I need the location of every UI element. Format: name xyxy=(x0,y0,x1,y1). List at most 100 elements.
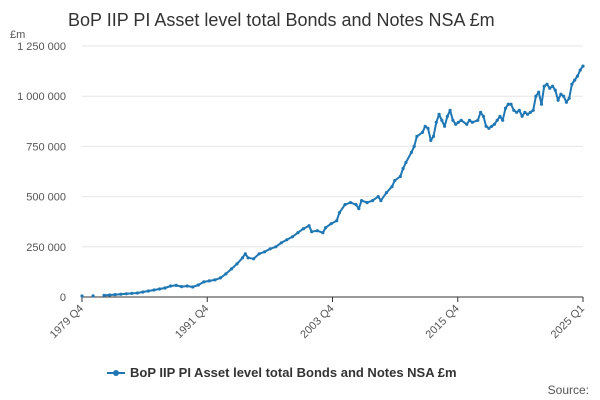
data-point-75[interactable] xyxy=(445,114,449,118)
data-point-85[interactable] xyxy=(479,110,483,114)
data-point-66[interactable] xyxy=(420,130,425,134)
data-point-112[interactable] xyxy=(553,88,557,92)
data-point-74[interactable] xyxy=(443,124,447,128)
data-point-2[interactable] xyxy=(102,293,106,297)
data-point-119[interactable] xyxy=(573,78,577,82)
data-point-117[interactable] xyxy=(567,96,571,100)
data-point-73[interactable] xyxy=(440,118,444,122)
data-point-110[interactable] xyxy=(548,86,552,90)
data-point-109[interactable] xyxy=(545,82,549,86)
data-point-108[interactable] xyxy=(542,84,546,88)
data-point-55[interactable] xyxy=(376,195,380,199)
data-point-87[interactable] xyxy=(484,124,488,128)
data-point-0[interactable] xyxy=(80,294,84,298)
data-point-12[interactable] xyxy=(157,287,162,291)
data-point-11[interactable] xyxy=(152,288,156,292)
data-point-92[interactable] xyxy=(498,114,502,118)
data-point-10[interactable] xyxy=(146,289,150,293)
data-point-71[interactable] xyxy=(434,120,438,124)
legend[interactable]: BoP IIP PI Asset level total Bonds and N… xyxy=(107,365,457,380)
data-point-50[interactable] xyxy=(354,203,358,207)
data-point-111[interactable] xyxy=(551,84,555,88)
data-point-3[interactable] xyxy=(108,293,112,297)
data-point-15[interactable] xyxy=(174,283,178,287)
data-point-105[interactable] xyxy=(534,94,538,98)
data-point-72[interactable] xyxy=(437,112,441,116)
data-point-35[interactable] xyxy=(279,241,283,245)
data-point-34[interactable] xyxy=(274,245,278,249)
data-point-83[interactable] xyxy=(470,120,474,124)
data-point-32[interactable] xyxy=(263,250,267,254)
data-point-61[interactable] xyxy=(401,166,405,171)
data-point-101[interactable] xyxy=(523,110,527,114)
data-point-13[interactable] xyxy=(163,286,167,290)
data-point-84[interactable] xyxy=(476,118,480,122)
data-point-90[interactable] xyxy=(492,122,496,126)
data-point-104[interactable] xyxy=(531,108,535,112)
data-point-8[interactable] xyxy=(135,291,139,295)
data-point-62[interactable] xyxy=(404,160,408,165)
data-point-41[interactable] xyxy=(310,230,314,234)
data-point-77[interactable] xyxy=(451,118,455,122)
data-point-82[interactable] xyxy=(467,118,472,122)
data-point-14[interactable] xyxy=(169,284,173,288)
data-point-46[interactable] xyxy=(335,219,339,223)
data-point-52[interactable] xyxy=(360,199,364,203)
data-point-45[interactable] xyxy=(329,222,333,226)
data-point-78[interactable] xyxy=(454,122,458,126)
data-point-106[interactable] xyxy=(537,90,541,94)
data-point-31[interactable] xyxy=(257,252,261,256)
data-point-26[interactable] xyxy=(235,262,239,266)
data-point-29[interactable] xyxy=(246,256,250,260)
data-point-69[interactable] xyxy=(429,138,433,142)
data-point-28[interactable] xyxy=(243,252,247,256)
data-point-37[interactable] xyxy=(290,235,294,239)
data-point-49[interactable] xyxy=(348,201,353,205)
data-point-24[interactable] xyxy=(224,272,228,276)
data-point-102[interactable] xyxy=(526,112,530,116)
data-point-95[interactable] xyxy=(506,102,510,106)
data-point-33[interactable] xyxy=(268,247,272,251)
data-point-57[interactable] xyxy=(384,191,389,195)
data-point-43[interactable] xyxy=(321,231,325,235)
data-point-120[interactable] xyxy=(575,74,580,78)
data-point-30[interactable] xyxy=(252,257,256,261)
data-point-99[interactable] xyxy=(517,108,521,112)
data-point-54[interactable] xyxy=(371,199,375,203)
data-point-36[interactable] xyxy=(285,238,289,242)
data-point-18[interactable] xyxy=(191,285,195,289)
data-point-4[interactable] xyxy=(113,293,117,297)
data-point-5[interactable] xyxy=(119,292,123,296)
data-point-79[interactable] xyxy=(456,120,460,124)
data-point-56[interactable] xyxy=(379,199,383,203)
data-point-98[interactable] xyxy=(515,110,519,114)
data-point-38[interactable] xyxy=(296,231,300,235)
data-point-7[interactable] xyxy=(130,291,134,295)
data-point-21[interactable] xyxy=(207,279,211,283)
data-point-59[interactable] xyxy=(393,178,397,183)
data-point-86[interactable] xyxy=(481,114,485,118)
data-point-91[interactable] xyxy=(495,118,499,122)
data-point-81[interactable] xyxy=(465,122,469,126)
data-point-118[interactable] xyxy=(570,82,574,86)
data-point-20[interactable] xyxy=(202,280,206,284)
data-point-67[interactable] xyxy=(423,124,427,128)
data-point-107[interactable] xyxy=(539,102,544,106)
data-point-1[interactable] xyxy=(91,294,95,298)
data-point-96[interactable] xyxy=(509,102,513,106)
data-point-53[interactable] xyxy=(365,201,369,205)
data-point-17[interactable] xyxy=(185,284,189,288)
data-point-93[interactable] xyxy=(501,118,505,122)
data-point-114[interactable] xyxy=(559,92,563,96)
data-point-94[interactable] xyxy=(503,106,508,110)
data-point-68[interactable] xyxy=(426,126,430,130)
data-point-42[interactable] xyxy=(315,229,319,233)
data-point-76[interactable] xyxy=(448,108,452,112)
data-point-22[interactable] xyxy=(213,278,217,282)
data-point-70[interactable] xyxy=(431,134,436,138)
data-point-39[interactable] xyxy=(301,227,305,231)
data-point-40[interactable] xyxy=(307,224,311,228)
data-point-64[interactable] xyxy=(412,144,416,148)
data-point-103[interactable] xyxy=(528,110,533,114)
data-point-88[interactable] xyxy=(487,126,491,130)
